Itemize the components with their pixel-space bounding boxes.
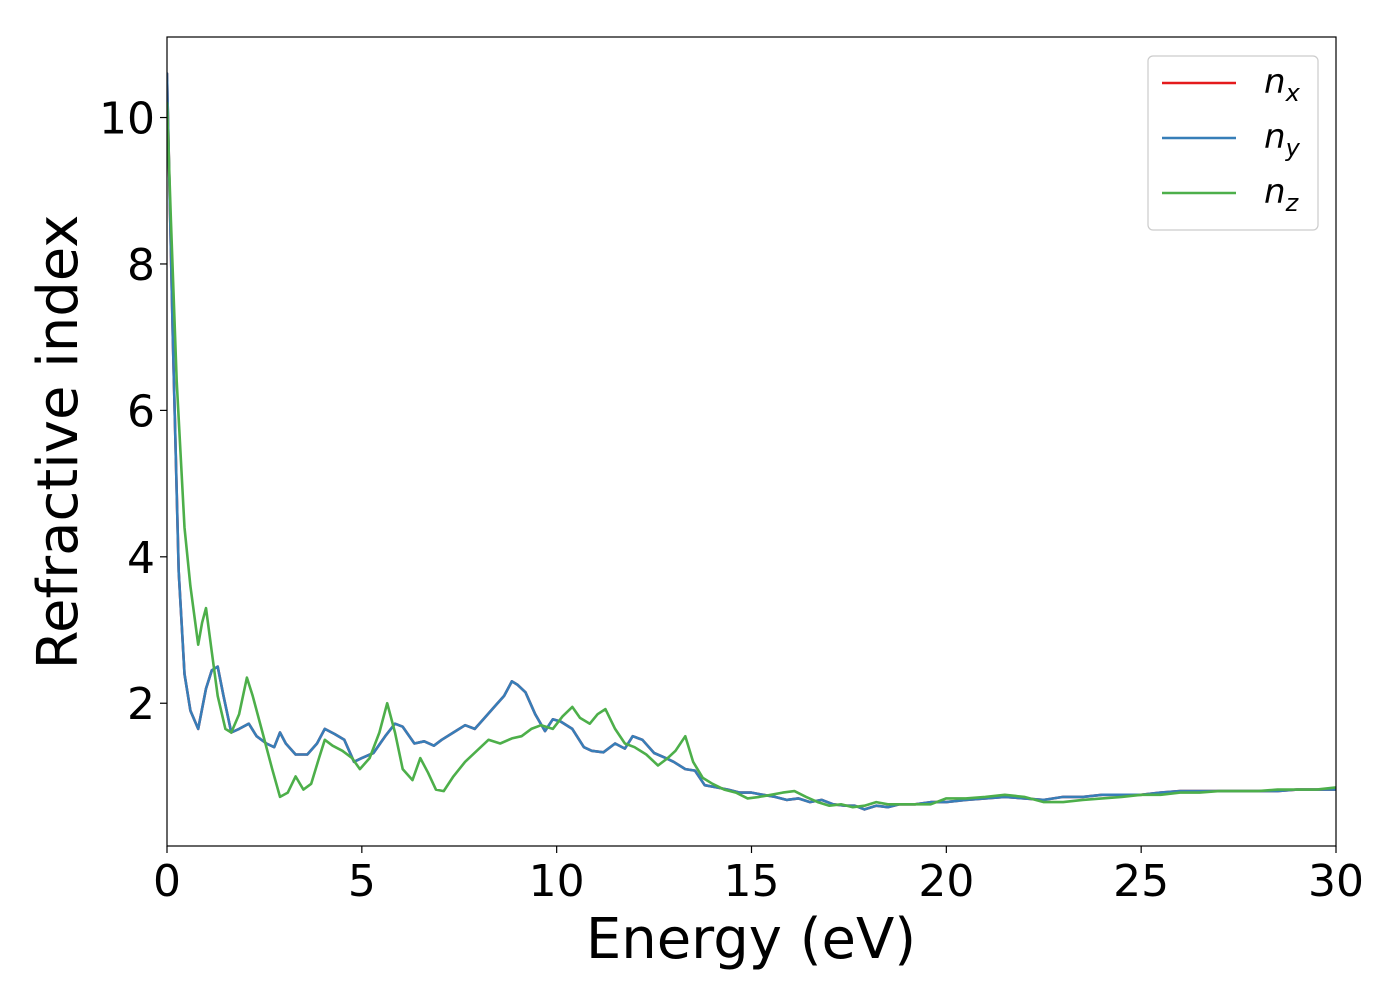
y-tick-label: 10 (99, 94, 155, 145)
x-tick-label: 5 (348, 856, 376, 907)
x-axis-ticks: 0 5 10 15 20 25 30 (153, 846, 1364, 907)
x-tick-label: 0 (153, 856, 181, 907)
plot-area (166, 36, 1337, 847)
series-lines (167, 72, 1336, 811)
legend-label-ny: ny (1264, 117, 1301, 162)
y-tick-label: 8 (127, 240, 155, 291)
y-tick-label: 6 (127, 386, 155, 437)
legend-box (1147, 55, 1319, 231)
x-tick-label: 10 (529, 856, 585, 907)
series-line-ny (167, 72, 1336, 811)
y-tick-label: 4 (127, 533, 155, 584)
series-line-nz (167, 101, 1336, 809)
x-tick-label: 15 (724, 856, 780, 907)
legend-label-nx: nx (1264, 62, 1301, 107)
x-axis-label: Energy (eV) (586, 907, 916, 972)
y-axis-label: Refractive index (26, 215, 91, 670)
x-tick-label: 20 (918, 856, 974, 907)
x-tick-label: 30 (1308, 856, 1364, 907)
y-axis-ticks: 2 4 6 8 10 (99, 94, 167, 730)
y-tick-label: 2 (127, 679, 155, 730)
x-tick-label: 25 (1113, 856, 1169, 907)
